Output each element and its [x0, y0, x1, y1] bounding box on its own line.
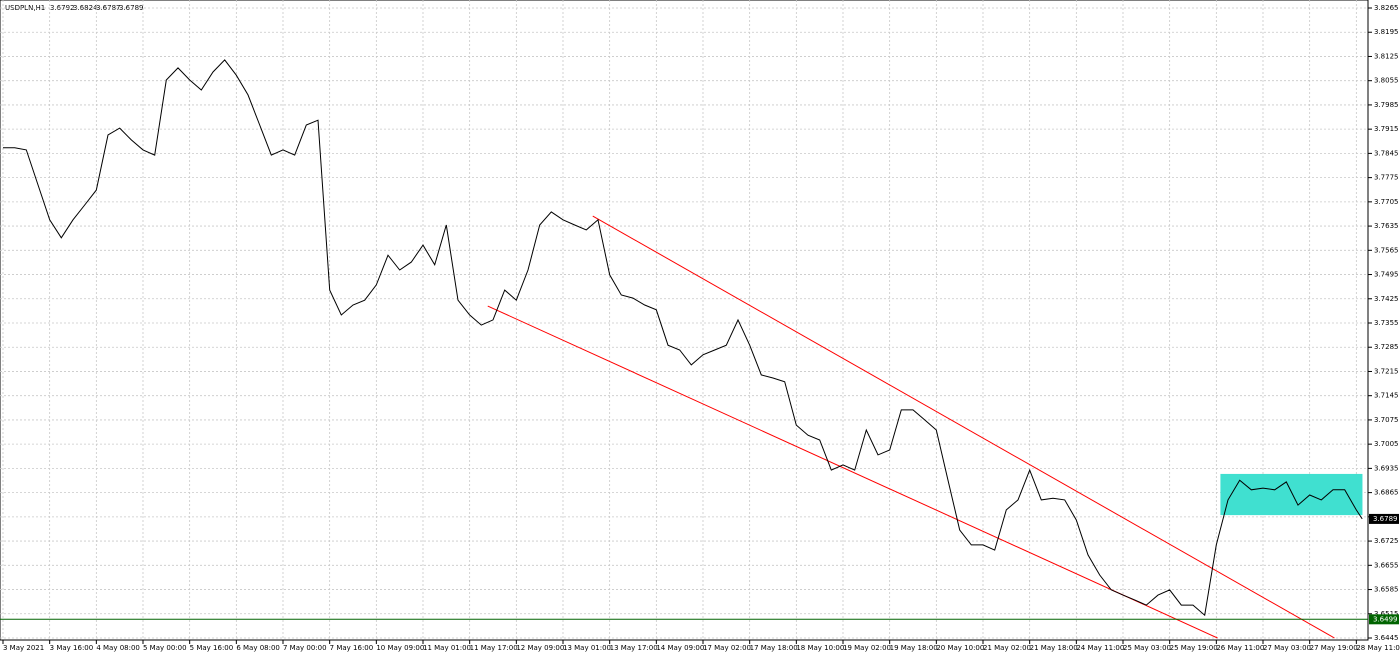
y-tick-label: 3.6515: [1374, 610, 1399, 618]
price-level-label-box: [1369, 614, 1399, 625]
x-tick-label: 21 May 02:00: [983, 644, 1031, 652]
ohlc-value: 3.6789: [119, 4, 144, 12]
x-tick-label: 13 May 17:00: [610, 644, 658, 652]
x-tick-label: 19 May 18:00: [890, 644, 938, 652]
x-tick-label: 25 May 19:00: [1170, 644, 1218, 652]
y-tick-label: 3.7845: [1374, 149, 1399, 157]
x-tick-label: 26 May 11:00: [1216, 644, 1264, 652]
y-tick-label: 3.7425: [1374, 295, 1399, 303]
x-tick-label: 27 May 03:00: [1263, 644, 1311, 652]
y-tick-label: 3.6445: [1374, 634, 1399, 642]
y-tick-label: 3.7285: [1374, 343, 1399, 351]
x-tick-label: 10 May 09:00: [376, 644, 424, 652]
y-tick-label: 3.8125: [1374, 52, 1399, 60]
x-tick-label: 20 May 10:00: [936, 644, 984, 652]
x-tick-label: 6 May 08:00: [236, 644, 280, 652]
x-tick-label: 7 May 00:00: [283, 644, 327, 652]
x-tick-label: 3 May 2021: [3, 644, 44, 652]
x-tick-label: 17 May 18:00: [750, 644, 798, 652]
price-line: [3, 59, 1363, 617]
y-tick-label: 3.7985: [1374, 101, 1399, 109]
x-tick-label: 4 May 08:00: [96, 644, 140, 652]
x-tick-label: 7 May 16:00: [330, 644, 374, 652]
x-tick-label: 11 May 17:00: [470, 644, 518, 652]
trendline: [487, 305, 1218, 639]
x-tick-label: 27 May 19:00: [1310, 644, 1358, 652]
ohlc-value: 3.6792: [50, 4, 75, 12]
trendline: [592, 215, 1335, 639]
x-tick-label: 3 May 16:00: [50, 644, 94, 652]
y-tick-label: 3.7495: [1374, 271, 1399, 279]
x-tick-label: 17 May 02:00: [703, 644, 751, 652]
y-tick-label: 3.7705: [1374, 198, 1399, 206]
y-tick-label: 3.6655: [1374, 561, 1399, 569]
current-price-label-box: [1369, 513, 1399, 524]
y-tick-label: 3.6865: [1374, 489, 1399, 497]
x-tick-label: 11 May 01:00: [423, 644, 471, 652]
y-tick-label: 3.7215: [1374, 367, 1399, 375]
x-tick-label: 13 May 01:00: [563, 644, 611, 652]
y-tick-label: 3.6585: [1374, 586, 1399, 594]
y-tick-label: 3.8195: [1374, 28, 1399, 36]
y-tick-label: 3.8265: [1374, 4, 1399, 12]
highlight-box: [1220, 473, 1363, 516]
x-tick-label: 18 May 10:00: [796, 644, 844, 652]
x-tick-label: 5 May 00:00: [143, 644, 187, 652]
y-tick-label: 3.7915: [1374, 125, 1399, 133]
plot-frame: [0, 0, 1369, 641]
y-tick-label: 3.7635: [1374, 222, 1399, 230]
y-tick-label: 3.6725: [1374, 537, 1399, 545]
y-tick-label: 3.8055: [1374, 77, 1399, 85]
price-level-label: 3.6499: [1373, 615, 1398, 623]
x-tick-label: 14 May 09:00: [656, 644, 704, 652]
x-tick-label: 12 May 09:00: [516, 644, 564, 652]
y-tick-label: 3.7005: [1374, 440, 1399, 448]
x-tick-label: 28 May 11:00: [1356, 644, 1400, 652]
x-tick-label: 25 May 03:00: [1123, 644, 1171, 652]
y-tick-label: 3.6935: [1374, 464, 1399, 472]
y-tick-label: 3.7075: [1374, 416, 1399, 424]
x-tick-label: 24 May 11:00: [1076, 644, 1124, 652]
y-tick-label: 3.7775: [1374, 174, 1399, 182]
y-tick-label: 3.7145: [1374, 392, 1399, 400]
x-tick-label: 5 May 16:00: [190, 644, 234, 652]
y-tick-label: 3.7355: [1374, 319, 1399, 327]
x-tick-label: 19 May 02:00: [843, 644, 891, 652]
current-price-label: 3.6789: [1373, 515, 1398, 523]
x-tick-label: 21 May 18:00: [1030, 644, 1078, 652]
y-tick-label: 3.7565: [1374, 246, 1399, 254]
